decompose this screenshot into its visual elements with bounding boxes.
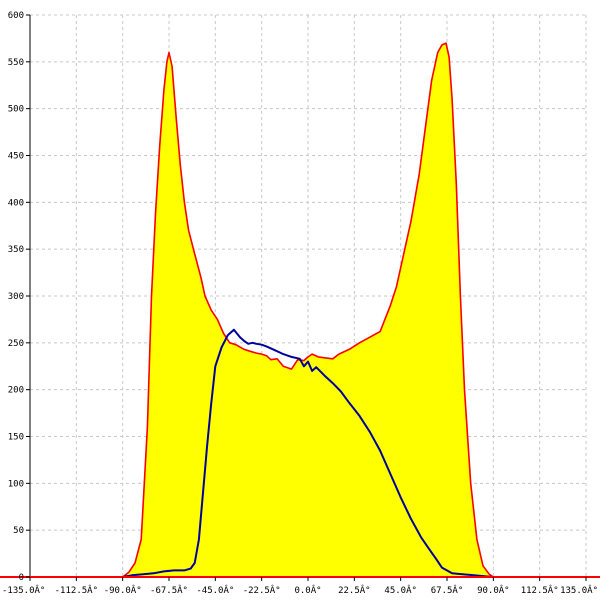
y-tick-label-9: 450 [8, 152, 24, 162]
x-tick-label-5: -22.5Â° [243, 584, 281, 596]
x-tick-label-2: -90.0Â° [104, 584, 142, 596]
y-tick-label-0: 0 [19, 573, 24, 583]
x-tick-label-3: -67.5Â° [150, 584, 188, 596]
x-tick-label-6: 0.0Â° [294, 584, 321, 596]
y-tick-label-1: 50 [13, 526, 24, 536]
y-tick-label-6: 300 [8, 292, 24, 302]
y-tick-label-7: 350 [8, 245, 24, 255]
series-0-area-fill [122, 43, 494, 578]
x-tick-label-12: 135.0Â° [560, 584, 598, 596]
axes [0, 14, 600, 581]
tick-labels: 0 50 100 150 200 250 300 350 400 450 500 550 600 -135… [2, 11, 598, 596]
plot-area [122, 42, 494, 578]
x-tick-label-8: 45.0Â° [384, 584, 417, 596]
series-1-line [122, 328, 494, 578]
y-tick-label-11: 550 [8, 58, 24, 68]
y-tick-label-2: 100 [8, 479, 24, 489]
y-tick-label-12: 600 [8, 11, 24, 21]
x-tick-label-11: 112.5Â° [521, 584, 559, 596]
series-0-outline [122, 42, 494, 578]
y-tick-label-10: 500 [8, 105, 24, 115]
x-tick-label-4: -45.0Â° [196, 584, 234, 596]
y-tick-label-3: 150 [8, 433, 24, 443]
x-tick-label-10: 90.0Â° [477, 584, 510, 596]
y-tick-label-4: 200 [8, 386, 24, 396]
y-tick-label-5: 250 [8, 339, 24, 349]
x-tick-label-1: -112.5Â° [55, 584, 98, 596]
y-tick-label-8: 400 [8, 198, 24, 208]
x-tick-label-7: 22.5Â° [338, 584, 371, 596]
x-tick-label-9: 67.5Â° [431, 584, 464, 596]
x-tick-label-0: -135.0Â° [2, 584, 45, 596]
